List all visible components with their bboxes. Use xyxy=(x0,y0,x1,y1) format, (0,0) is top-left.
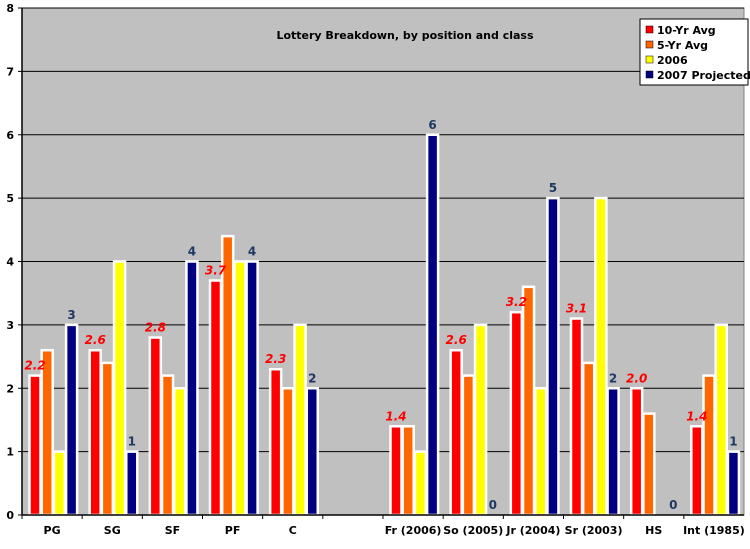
bar-2006 xyxy=(533,387,548,517)
data-label-2007-projected: 0 xyxy=(669,498,677,512)
y-tick-label: 0 xyxy=(6,509,14,522)
y-tick-label: 7 xyxy=(6,65,14,78)
bar-2007-projected xyxy=(305,387,320,517)
x-category-label: SF xyxy=(165,524,180,537)
data-label-2007-projected: 3 xyxy=(67,308,75,322)
bar-2007-projected xyxy=(185,260,199,517)
bar-2006 xyxy=(112,260,127,517)
bar-2007-projected xyxy=(606,387,620,517)
data-label-10yr: 1.4 xyxy=(385,409,406,423)
data-label-10yr: 2.0 xyxy=(626,371,647,385)
legend-box xyxy=(639,18,749,86)
bar-5yr xyxy=(281,387,295,517)
x-category-label: SG xyxy=(104,524,121,537)
legend-swatch-2007-projected xyxy=(645,70,654,79)
bar-10yr xyxy=(629,387,644,517)
x-category-label: Sr (2003) xyxy=(565,524,623,537)
bar-5yr xyxy=(642,412,656,517)
bar-2007-projected xyxy=(546,196,560,517)
legend-label-2007-projected: 2007 Projected xyxy=(657,69,750,82)
bar-2006 xyxy=(172,387,187,517)
y-tick-label: 5 xyxy=(6,192,14,205)
bar-5yr xyxy=(100,361,115,517)
bar-10yr xyxy=(148,336,163,517)
gridlines xyxy=(22,7,744,453)
bar-2006 xyxy=(293,323,307,517)
bar-2007-projected xyxy=(245,260,259,517)
bar-2007-projected xyxy=(726,450,741,517)
chart-title: Lottery Breakdown, by position and class xyxy=(276,29,533,42)
y-tick-label: 6 xyxy=(6,129,14,142)
bar-5yr xyxy=(521,285,536,517)
data-label-10yr: 2.6 xyxy=(85,333,106,347)
x-category-label: PG xyxy=(44,524,61,537)
y-tick-label: 8 xyxy=(6,2,14,15)
bar-5yr xyxy=(160,374,175,517)
bar-10yr xyxy=(88,348,102,517)
bar-2006 xyxy=(473,323,488,517)
data-label-2007-projected: 1 xyxy=(729,435,737,449)
bar-2007-projected xyxy=(64,323,79,517)
data-label-10yr: 2.3 xyxy=(265,352,286,366)
legend-label-10yr: 10-Yr Avg xyxy=(657,24,716,37)
data-label-10yr: 3.7 xyxy=(205,264,227,278)
bar-10yr xyxy=(449,348,463,517)
bar-10yr xyxy=(509,310,524,517)
bar-5yr xyxy=(401,425,415,517)
data-label-2007-projected: 0 xyxy=(489,498,497,512)
data-label-2007-projected: 2 xyxy=(609,371,617,385)
bar-10yr xyxy=(690,425,704,517)
data-label-2007-projected: 1 xyxy=(128,435,136,449)
x-category-label: HS xyxy=(645,524,662,537)
y-tick-label: 3 xyxy=(6,319,14,332)
bar-10yr xyxy=(569,317,584,517)
data-labels: 2.2 3 2.6 1 2.8 4 3.7 4 2.3 2 1.4 6 2.6 0 3.2 5 3.1 2 2.0 0… xyxy=(24,118,737,512)
bar-2007-projected xyxy=(125,450,139,517)
bar-2007-projected xyxy=(425,133,440,517)
data-label-10yr: 1.4 xyxy=(686,409,707,423)
bar-2006 xyxy=(233,260,247,517)
bar-5yr xyxy=(40,348,54,517)
legend: 10-Yr Avg 5-Yr Avg 2006 2007 Projected xyxy=(639,18,750,86)
legend-swatch-10yr xyxy=(645,25,654,34)
bar-10yr xyxy=(389,425,403,517)
bar-2006 xyxy=(413,450,428,517)
data-label-2007-projected: 6 xyxy=(428,118,436,132)
data-label-10yr: 3.1 xyxy=(566,302,587,316)
legend-label-5yr: 5-Yr Avg xyxy=(657,39,708,52)
x-axis-categories: PG SG SF PF C Fr (2006) So (2005) Jr (2004) Sr (… xyxy=(21,515,745,537)
data-label-2007-projected: 4 xyxy=(188,245,196,259)
y-tick-label: 2 xyxy=(6,382,14,395)
legend-swatch-5yr xyxy=(645,40,654,49)
x-category-label: So (2005) xyxy=(443,524,503,537)
x-category-label: Jr (2004) xyxy=(505,524,560,537)
data-label-10yr: 3.2 xyxy=(506,295,527,309)
bar-2006 xyxy=(594,196,608,517)
data-label-10yr: 2.8 xyxy=(145,321,166,335)
legend-label-2006: 2006 xyxy=(657,54,688,67)
data-label-10yr: 2.2 xyxy=(24,359,45,373)
bar-10yr xyxy=(208,279,223,517)
bar-5yr xyxy=(461,374,476,517)
y-tick-label: 4 xyxy=(6,256,14,269)
legend-swatch-2006 xyxy=(645,55,654,64)
x-category-label: Int (1985) xyxy=(683,524,745,537)
bar-2006 xyxy=(714,323,728,517)
y-axis-ticks: 0 1 2 3 4 5 6 7 8 xyxy=(6,2,22,522)
bar-5yr xyxy=(702,374,716,517)
bar-5yr xyxy=(581,361,596,517)
x-category-label: Fr (2006) xyxy=(385,524,442,537)
data-label-2007-projected: 2 xyxy=(308,371,316,385)
bar-5yr xyxy=(220,234,235,517)
x-category-label: PF xyxy=(225,524,241,537)
bar-10yr xyxy=(28,374,42,517)
x-category-label: C xyxy=(289,524,297,537)
data-label-2007-projected: 4 xyxy=(248,245,256,259)
data-label-2007-projected: 5 xyxy=(549,181,557,195)
bar-2006 xyxy=(52,450,67,517)
y-tick-label: 1 xyxy=(6,446,14,459)
bar-10yr xyxy=(268,367,283,517)
data-label-10yr: 2.6 xyxy=(446,333,467,347)
